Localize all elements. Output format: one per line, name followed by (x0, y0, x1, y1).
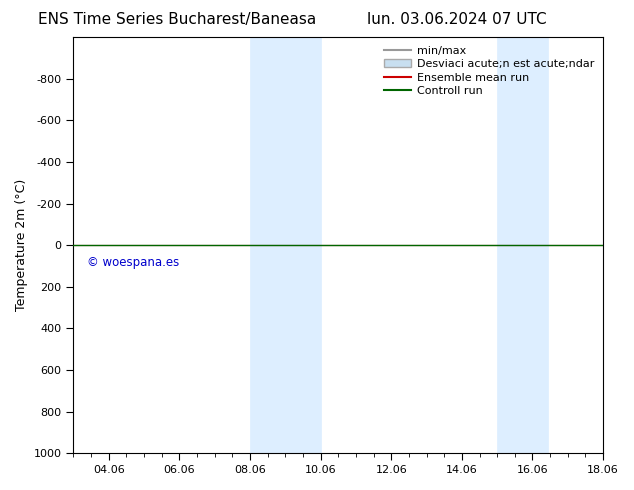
Text: © woespana.es: © woespana.es (87, 255, 179, 269)
Y-axis label: Temperature 2m (°C): Temperature 2m (°C) (15, 179, 28, 311)
Bar (250, 37, 321, 453)
Bar (497, 37, 548, 453)
Text: lun. 03.06.2024 07 UTC: lun. 03.06.2024 07 UTC (366, 12, 547, 27)
Text: ENS Time Series Bucharest/Baneasa: ENS Time Series Bucharest/Baneasa (39, 12, 316, 27)
Legend: min/max, Desviaci acute;n est acute;ndar, Ensemble mean run, Controll run: min/max, Desviaci acute;n est acute;ndar… (380, 43, 598, 99)
